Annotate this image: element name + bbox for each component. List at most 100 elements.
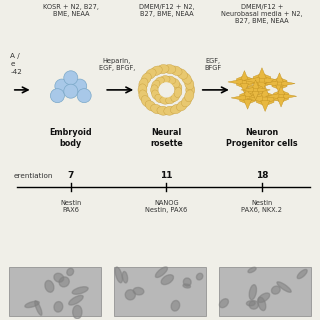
Text: NANOG
Nestin, PAX6: NANOG Nestin, PAX6 <box>145 200 188 213</box>
Circle shape <box>55 79 69 93</box>
Ellipse shape <box>297 269 307 279</box>
Polygon shape <box>244 77 260 84</box>
Polygon shape <box>258 68 266 79</box>
Polygon shape <box>240 84 248 93</box>
Text: 7: 7 <box>68 171 74 180</box>
Circle shape <box>159 83 173 97</box>
Ellipse shape <box>69 295 83 305</box>
FancyBboxPatch shape <box>9 267 101 316</box>
Polygon shape <box>266 94 279 99</box>
Text: 18: 18 <box>256 171 268 180</box>
Ellipse shape <box>249 301 259 309</box>
Ellipse shape <box>183 278 191 286</box>
Text: Embryoid
body: Embryoid body <box>50 128 92 148</box>
Text: Neuron
Progenitor cells: Neuron Progenitor cells <box>226 128 298 148</box>
Ellipse shape <box>196 273 203 280</box>
Polygon shape <box>244 100 252 109</box>
Polygon shape <box>247 96 263 102</box>
Polygon shape <box>247 79 261 85</box>
Ellipse shape <box>181 73 191 84</box>
Ellipse shape <box>185 90 194 102</box>
Ellipse shape <box>171 92 180 101</box>
Text: KOSR + N2, B27,
BME, NEAA: KOSR + N2, B27, BME, NEAA <box>43 4 99 17</box>
Polygon shape <box>256 92 274 106</box>
Ellipse shape <box>161 275 173 284</box>
Ellipse shape <box>152 80 160 90</box>
Ellipse shape <box>139 90 148 102</box>
Ellipse shape <box>177 69 188 79</box>
Polygon shape <box>252 80 259 89</box>
Polygon shape <box>277 98 285 107</box>
Polygon shape <box>250 95 264 100</box>
Ellipse shape <box>152 90 160 100</box>
Ellipse shape <box>151 66 162 76</box>
Polygon shape <box>277 85 285 95</box>
Polygon shape <box>241 87 253 92</box>
FancyBboxPatch shape <box>219 267 311 316</box>
Ellipse shape <box>141 96 151 107</box>
Ellipse shape <box>54 301 63 312</box>
Polygon shape <box>228 79 242 85</box>
Ellipse shape <box>246 301 255 306</box>
Ellipse shape <box>277 282 291 292</box>
Ellipse shape <box>183 284 190 288</box>
Text: EGF,
BFGF: EGF, BFGF <box>204 58 221 71</box>
Ellipse shape <box>166 76 176 84</box>
Ellipse shape <box>171 66 182 76</box>
Ellipse shape <box>248 267 256 273</box>
Ellipse shape <box>174 82 182 92</box>
Polygon shape <box>231 95 245 100</box>
Ellipse shape <box>186 84 195 96</box>
Ellipse shape <box>171 78 180 87</box>
Text: Nestin
PAX6: Nestin PAX6 <box>60 200 81 213</box>
Text: A /
e
-42: A / e -42 <box>10 53 22 76</box>
Polygon shape <box>252 91 259 100</box>
Circle shape <box>73 79 87 93</box>
Ellipse shape <box>145 69 156 79</box>
Circle shape <box>50 89 64 103</box>
Ellipse shape <box>160 97 170 104</box>
Ellipse shape <box>157 106 169 115</box>
Text: Neural
rosette: Neural rosette <box>150 128 183 148</box>
Text: 11: 11 <box>160 171 172 180</box>
Ellipse shape <box>166 96 176 104</box>
Text: DMEM/F12 +
Neurobasal media + N2,
B27, BME, NEAA: DMEM/F12 + Neurobasal media + N2, B27, B… <box>221 4 303 24</box>
Ellipse shape <box>171 104 182 114</box>
Polygon shape <box>240 92 256 104</box>
Circle shape <box>77 89 91 103</box>
Ellipse shape <box>35 301 42 315</box>
Ellipse shape <box>141 73 151 84</box>
Text: DMEM/F12 + N2,
B27, BME, NEAA: DMEM/F12 + N2, B27, BME, NEAA <box>139 4 194 17</box>
Polygon shape <box>276 85 283 94</box>
Text: Nestin
PAX6, NKX.2: Nestin PAX6, NKX.2 <box>242 200 283 213</box>
Circle shape <box>64 84 78 98</box>
Ellipse shape <box>151 104 162 114</box>
Ellipse shape <box>25 301 39 308</box>
Ellipse shape <box>133 287 144 295</box>
Polygon shape <box>272 77 287 90</box>
Ellipse shape <box>164 65 176 74</box>
Ellipse shape <box>122 271 128 283</box>
Polygon shape <box>240 71 248 80</box>
Ellipse shape <box>185 78 194 90</box>
Polygon shape <box>282 81 295 86</box>
Polygon shape <box>276 73 283 82</box>
Ellipse shape <box>139 78 148 90</box>
FancyBboxPatch shape <box>114 267 206 316</box>
Ellipse shape <box>151 85 158 95</box>
Text: Heparin,
EGF, BFGF,: Heparin, EGF, BFGF, <box>99 58 135 71</box>
Ellipse shape <box>138 84 147 96</box>
Ellipse shape <box>45 280 54 292</box>
Ellipse shape <box>177 100 188 111</box>
Ellipse shape <box>258 297 266 311</box>
Polygon shape <box>265 77 280 84</box>
Polygon shape <box>253 73 271 87</box>
Ellipse shape <box>156 267 167 277</box>
Ellipse shape <box>155 77 164 85</box>
Ellipse shape <box>174 87 182 98</box>
Polygon shape <box>244 86 252 96</box>
Ellipse shape <box>157 65 169 74</box>
Circle shape <box>64 71 78 85</box>
Ellipse shape <box>54 273 64 282</box>
Ellipse shape <box>125 290 135 300</box>
